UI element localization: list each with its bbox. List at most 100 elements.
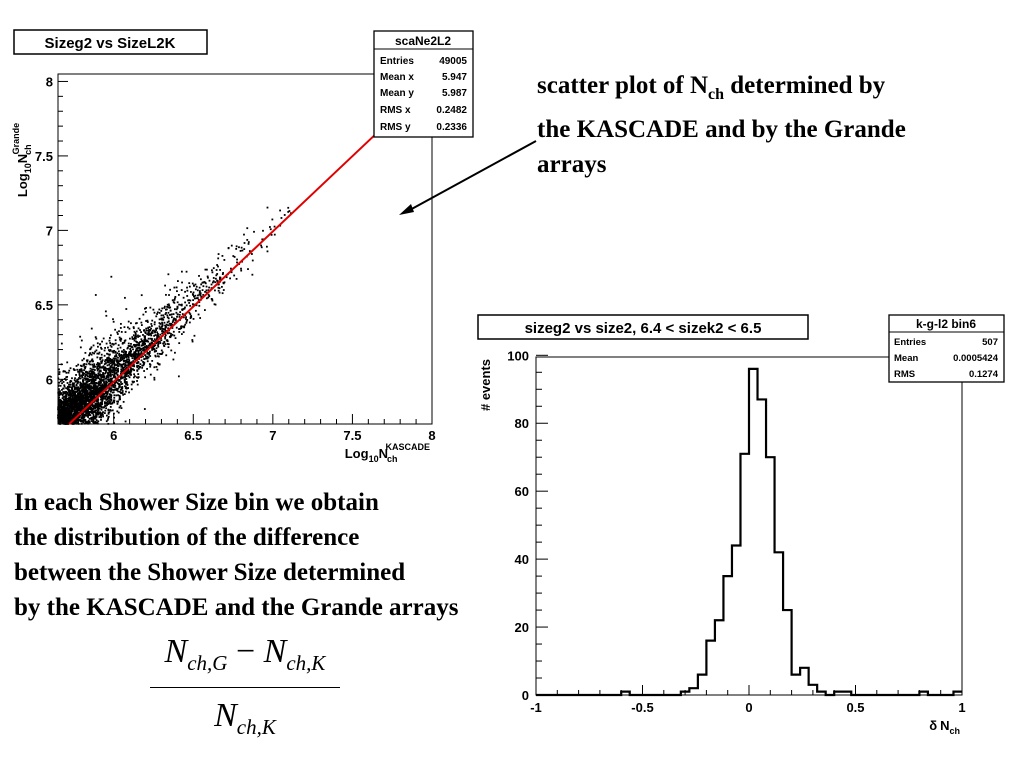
scatter-point bbox=[122, 400, 125, 403]
scatter-point bbox=[204, 309, 206, 311]
scatter-point bbox=[82, 400, 85, 402]
scatter-point bbox=[121, 386, 124, 388]
scatter-point bbox=[113, 396, 116, 399]
scatter-point bbox=[101, 395, 104, 397]
scatter-point bbox=[84, 406, 86, 409]
scatter-point bbox=[128, 376, 131, 379]
scatter-point bbox=[73, 385, 76, 388]
scatter-point bbox=[72, 415, 74, 418]
scatter-point bbox=[164, 336, 167, 338]
scatter-point bbox=[168, 314, 171, 316]
scatter-point bbox=[99, 405, 102, 408]
scatter-point bbox=[184, 301, 187, 304]
scatter-point bbox=[93, 363, 96, 366]
stats-label-mean-x: Mean x bbox=[380, 72, 414, 83]
scatter-point bbox=[199, 292, 202, 295]
scatter-point bbox=[112, 400, 115, 403]
paragraph-line-4: by the KASCADE and the Grande arrays bbox=[14, 594, 459, 621]
scatter-point bbox=[120, 407, 123, 409]
scatter-point bbox=[139, 340, 142, 343]
scatter-point bbox=[99, 404, 102, 407]
scatter-point bbox=[81, 420, 83, 423]
scatter-point bbox=[95, 389, 97, 392]
scatter-point bbox=[105, 392, 107, 394]
scatter-point bbox=[70, 419, 73, 422]
scatter-point bbox=[67, 409, 70, 412]
scatter-point bbox=[68, 415, 71, 417]
paragraph-line-1: In each Shower Size bin we obtain bbox=[14, 489, 379, 516]
scatter-point bbox=[64, 395, 67, 398]
scatter-point bbox=[90, 385, 93, 388]
scatter-point bbox=[74, 409, 77, 411]
scatter-point bbox=[178, 313, 181, 316]
scatter-point bbox=[127, 326, 129, 329]
scatter-point bbox=[89, 363, 92, 366]
scatter-point bbox=[63, 411, 66, 413]
scatter-point bbox=[109, 369, 112, 372]
scatter-point bbox=[144, 346, 147, 349]
scatter-point bbox=[156, 334, 159, 337]
scatter-point bbox=[156, 340, 159, 343]
scatter-point bbox=[88, 417, 91, 420]
scatter-point bbox=[94, 375, 97, 377]
scatter-point bbox=[79, 401, 82, 403]
scatter-point bbox=[77, 416, 80, 419]
scatter-point bbox=[98, 363, 101, 366]
scatter-point bbox=[100, 376, 102, 378]
scatter-point bbox=[93, 393, 96, 395]
scatter-point bbox=[69, 410, 72, 412]
scatter-point bbox=[81, 369, 83, 372]
scatter-point bbox=[107, 349, 110, 351]
scatter-point bbox=[146, 321, 149, 323]
scatter-point bbox=[94, 376, 96, 378]
scatter-point bbox=[67, 408, 70, 410]
scatter-point bbox=[73, 412, 76, 414]
scatter-point bbox=[169, 309, 172, 312]
scatter-point bbox=[84, 371, 87, 374]
scatter-point bbox=[107, 417, 110, 420]
scatter-point bbox=[71, 382, 74, 385]
scatter-point bbox=[57, 411, 60, 414]
scatter-point bbox=[60, 411, 62, 414]
scatter-point bbox=[166, 305, 169, 308]
scatter-point bbox=[73, 369, 76, 371]
scatter-point bbox=[83, 414, 86, 417]
scatter-point bbox=[147, 356, 150, 359]
scatter-point bbox=[77, 421, 79, 424]
scatter-point bbox=[78, 396, 81, 399]
scatter-point bbox=[124, 339, 127, 342]
scatter-point bbox=[251, 273, 254, 276]
scatter-point bbox=[60, 419, 62, 421]
scatter-point bbox=[58, 418, 61, 420]
scatter-point bbox=[114, 351, 117, 354]
scatter-point bbox=[57, 377, 60, 380]
scatter-point bbox=[72, 385, 74, 388]
scatter-point bbox=[60, 406, 63, 409]
scatter-point bbox=[116, 403, 119, 405]
hist-x-tick-label: -1 bbox=[530, 700, 542, 715]
scatter-point bbox=[87, 420, 90, 423]
scatter-point bbox=[76, 389, 79, 392]
scatter-point bbox=[94, 392, 97, 395]
scatter-point bbox=[89, 347, 92, 350]
scatter-point bbox=[109, 353, 111, 356]
scatter-y-tick-label: 6 bbox=[46, 372, 53, 387]
hist-x-tick-label: 0.5 bbox=[846, 700, 864, 715]
scatter-point bbox=[61, 388, 63, 391]
scatter-point bbox=[146, 360, 149, 363]
scatter-point bbox=[164, 284, 167, 287]
scatter-point bbox=[141, 340, 143, 342]
scatter-point bbox=[125, 308, 128, 310]
scatter-point bbox=[239, 249, 242, 252]
scatter-point bbox=[150, 342, 153, 345]
scatter-point bbox=[67, 393, 70, 396]
scatter-point bbox=[211, 271, 214, 274]
scatter-point bbox=[118, 386, 121, 388]
scatter-point bbox=[76, 421, 78, 424]
scatter-point bbox=[137, 361, 140, 364]
scatter-point bbox=[110, 394, 113, 397]
scatter-point bbox=[83, 411, 86, 413]
scatter-point bbox=[158, 308, 161, 311]
scatter-point bbox=[107, 353, 110, 356]
scatter-point bbox=[123, 381, 126, 383]
